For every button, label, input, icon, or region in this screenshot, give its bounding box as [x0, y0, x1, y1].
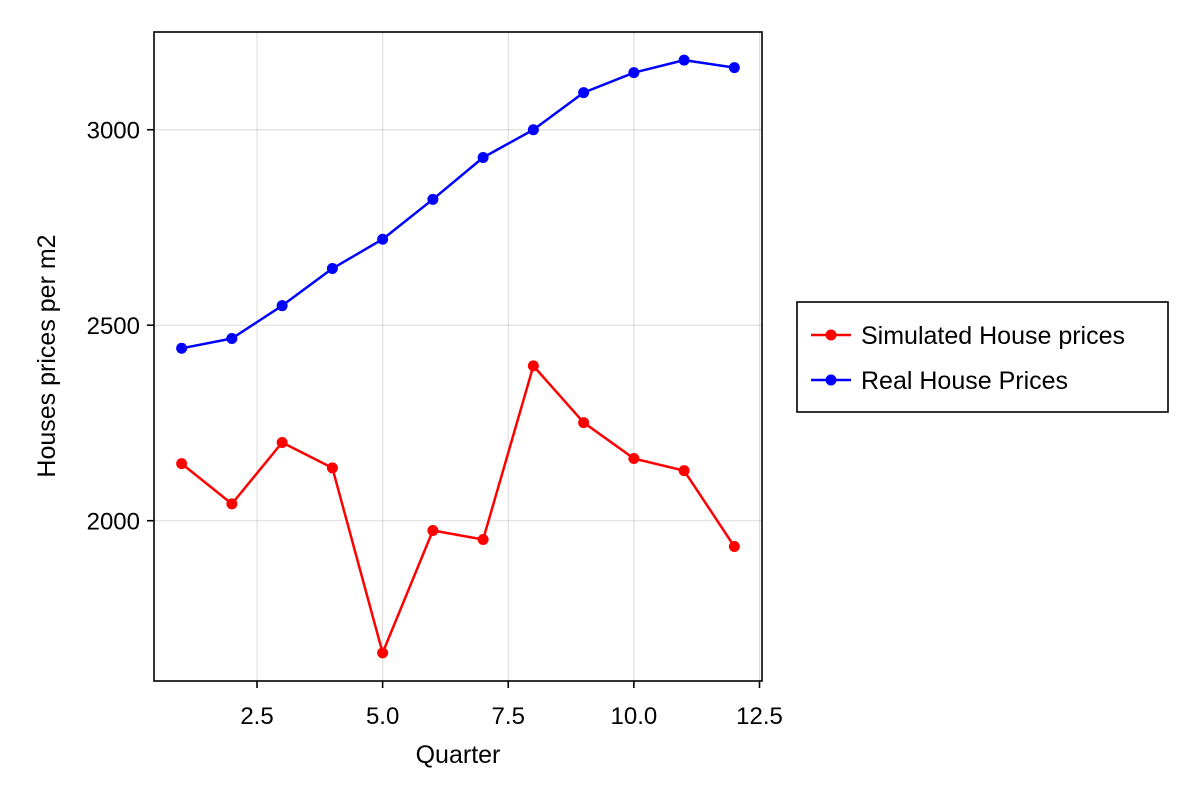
legend-marker-real [825, 374, 837, 386]
data-point [628, 67, 640, 79]
series-simulated [176, 360, 740, 659]
data-point [728, 541, 740, 553]
data-point [326, 263, 338, 275]
x-axis-label: Quarter [416, 741, 501, 769]
x-tick-label: 7.5 [492, 703, 525, 730]
y-axis-label: Houses prices per m2 [33, 234, 61, 477]
data-point [226, 498, 238, 510]
series-layer [176, 54, 740, 659]
data-point [427, 524, 439, 536]
data-point [477, 151, 489, 163]
data-point [377, 647, 389, 659]
y-tick-label: 2000 [87, 509, 140, 536]
x-tick-label: 12.5 [736, 703, 783, 730]
data-point [326, 462, 338, 474]
legend-marker-simulated [825, 329, 837, 341]
data-point [578, 417, 590, 429]
legend-box [796, 301, 1169, 413]
data-point [527, 360, 539, 372]
grid-lines [154, 32, 762, 681]
data-point [176, 342, 188, 354]
legend-label-real: Real House Prices [861, 367, 1068, 395]
series-line [181, 58, 735, 350]
legend-label-simulated: Simulated House prices [861, 322, 1125, 350]
data-point [477, 533, 489, 545]
data-point [678, 465, 690, 477]
data-point [276, 437, 288, 449]
data-point [728, 62, 740, 74]
legend: Simulated House prices Real House Prices [796, 301, 1169, 413]
plot-frame [153, 31, 763, 682]
series-line [180, 364, 736, 655]
data-point [678, 54, 690, 66]
x-tick-label: 10.0 [611, 703, 658, 730]
data-point [628, 453, 640, 465]
y-tick-label: 2500 [87, 313, 140, 340]
data-point [377, 233, 389, 245]
axis-ticks: 2.5 5.0 7.5 10.0 12.5 2000 2500 3000 [87, 118, 783, 730]
series-real [176, 54, 740, 354]
data-point [427, 193, 439, 205]
data-point [527, 124, 539, 136]
x-tick-label: 2.5 [240, 703, 273, 730]
data-point [176, 458, 188, 470]
data-point [276, 300, 288, 312]
y-tick-label: 3000 [87, 118, 140, 145]
data-point [578, 87, 590, 99]
data-point [226, 333, 238, 345]
x-tick-label: 5.0 [366, 703, 399, 730]
